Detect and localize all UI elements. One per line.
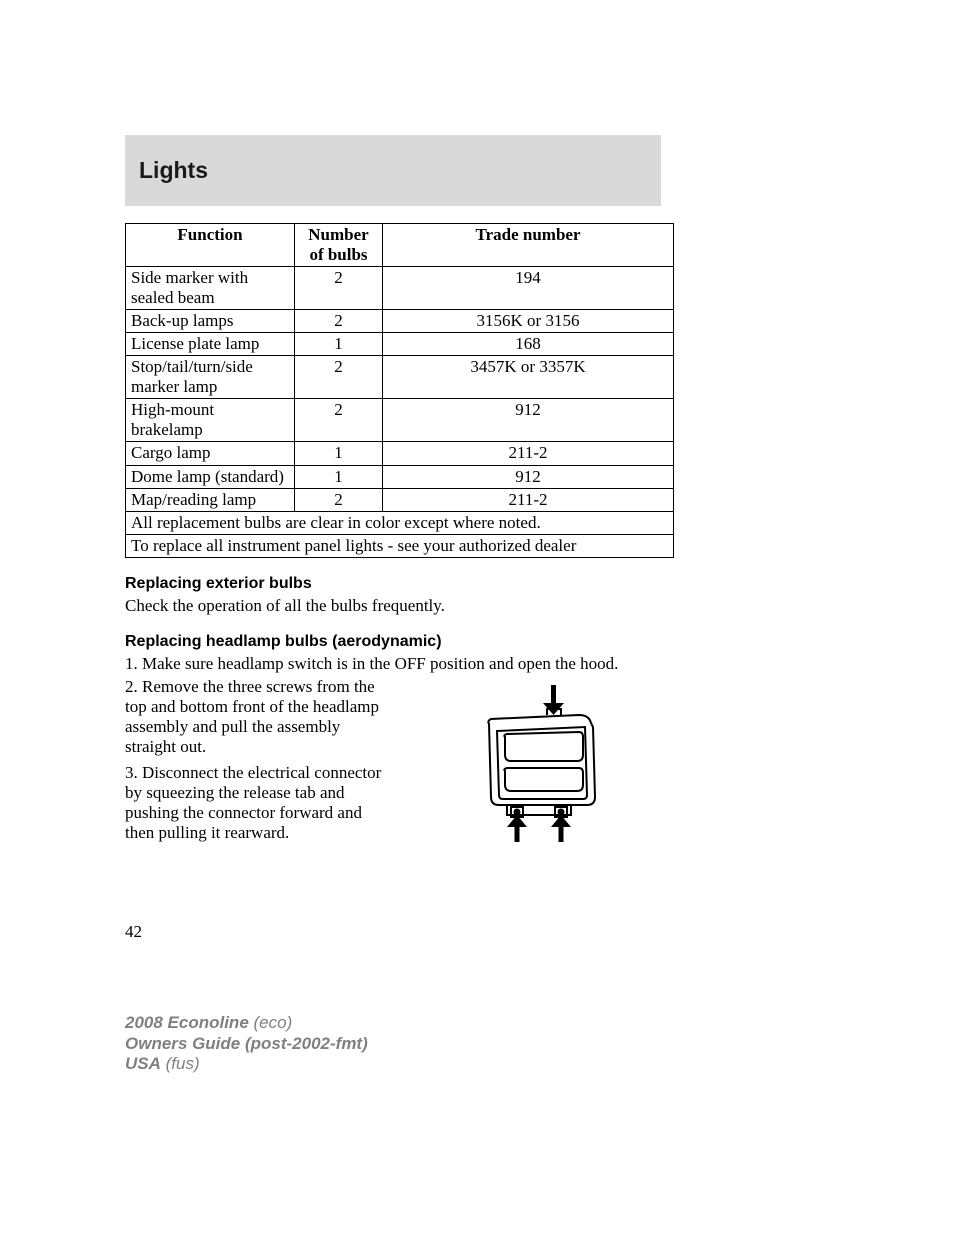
- footer-region-code: (fus): [166, 1054, 200, 1073]
- cell-bulbs: 1: [295, 333, 383, 356]
- table-note-row: All replacement bulbs are clear in color…: [126, 511, 674, 534]
- col-trade-number: Trade number: [383, 224, 674, 267]
- step-2: 2. Remove the three screws from the top …: [125, 677, 385, 757]
- cell-trade: 211-2: [383, 488, 674, 511]
- table-note: All replacement bulbs are clear in color…: [126, 511, 674, 534]
- cell-bulbs: 2: [295, 488, 383, 511]
- headlamp-illustration: [405, 677, 676, 844]
- table-row: Side marker with sealed beam 2 194: [126, 267, 674, 310]
- bulb-spec-table: Function Number of bulbs Trade number Si…: [125, 223, 674, 558]
- footer-guide: Owners Guide (post-2002-fmt): [125, 1034, 368, 1053]
- table-row: Map/reading lamp 2 211-2: [126, 488, 674, 511]
- cell-trade: 912: [383, 465, 674, 488]
- table-row: Dome lamp (standard) 1 912: [126, 465, 674, 488]
- table-row: Back-up lamps 2 3156K or 3156: [126, 310, 674, 333]
- cell-trade: 194: [383, 267, 674, 310]
- cell-bulbs: 2: [295, 399, 383, 442]
- cell-function: Side marker with sealed beam: [126, 267, 295, 310]
- cell-trade: 211-2: [383, 442, 674, 465]
- footer-model-code: (eco): [254, 1013, 293, 1032]
- section-header-band: Lights: [125, 135, 661, 206]
- footer-region: USA: [125, 1054, 161, 1073]
- step-1: 1. Make sure headlamp switch is in the O…: [125, 654, 676, 674]
- step-3: 3. Disconnect the electrical connector b…: [125, 763, 385, 843]
- cell-bulbs: 2: [295, 310, 383, 333]
- cell-trade: 912: [383, 399, 674, 442]
- table-header-row: Function Number of bulbs Trade number: [126, 224, 674, 267]
- footer-line-3: USA (fus): [125, 1054, 368, 1075]
- cell-bulbs: 1: [295, 442, 383, 465]
- cell-trade: 3457K or 3357K: [383, 356, 674, 399]
- col-function: Function: [126, 224, 295, 267]
- cell-trade: 168: [383, 333, 674, 356]
- table-row: Stop/tail/turn/side marker lamp 2 3457K …: [126, 356, 674, 399]
- page-number: 42: [125, 922, 142, 942]
- steps-with-figure: 2. Remove the three screws from the top …: [125, 677, 676, 846]
- section-title: Lights: [139, 157, 208, 184]
- page: Lights Function Number of bulbs Trade nu…: [0, 0, 954, 1235]
- cell-function: Back-up lamps: [126, 310, 295, 333]
- steps-text-column: 2. Remove the three screws from the top …: [125, 677, 385, 846]
- footer-model: 2008 Econoline: [125, 1013, 249, 1032]
- cell-function: Dome lamp (standard): [126, 465, 295, 488]
- cell-function: Cargo lamp: [126, 442, 295, 465]
- footer-block: 2008 Econoline (eco) Owners Guide (post-…: [125, 1013, 368, 1075]
- table-note-row: To replace all instrument panel lights -…: [126, 534, 674, 557]
- subheading-replacing-exterior: Replacing exterior bulbs: [125, 575, 676, 593]
- col-number-of-bulbs: Number of bulbs: [295, 224, 383, 267]
- cell-function: Stop/tail/turn/side marker lamp: [126, 356, 295, 399]
- cell-function: High-mount brakelamp: [126, 399, 295, 442]
- footer-line-2: Owners Guide (post-2002-fmt): [125, 1034, 368, 1055]
- footer-line-1: 2008 Econoline (eco): [125, 1013, 368, 1034]
- table-row: License plate lamp 1 168: [126, 333, 674, 356]
- table-row: High-mount brakelamp 2 912: [126, 399, 674, 442]
- cell-function: Map/reading lamp: [126, 488, 295, 511]
- paragraph: Check the operation of all the bulbs fre…: [125, 596, 676, 616]
- subheading-replacing-headlamp: Replacing headlamp bulbs (aerodynamic): [125, 633, 676, 651]
- table-row: Cargo lamp 1 211-2: [126, 442, 674, 465]
- headlamp-diagram-icon: [461, 679, 621, 844]
- cell-trade: 3156K or 3156: [383, 310, 674, 333]
- cell-bulbs: 2: [295, 267, 383, 310]
- table-note: To replace all instrument panel lights -…: [126, 534, 674, 557]
- cell-bulbs: 2: [295, 356, 383, 399]
- content-area: Function Number of bulbs Trade number Si…: [125, 223, 676, 846]
- cell-bulbs: 1: [295, 465, 383, 488]
- cell-function: License plate lamp: [126, 333, 295, 356]
